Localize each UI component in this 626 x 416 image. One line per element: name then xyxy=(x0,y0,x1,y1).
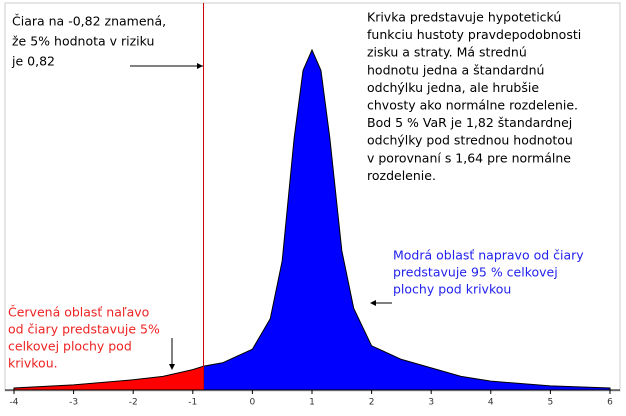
x-tick-label: -1 xyxy=(188,398,197,408)
annotation-text: Modrá oblasť napravo od čiary xyxy=(393,248,584,263)
annotation-text: Bod 5 % VaR je 1,82 štandardnej xyxy=(367,115,572,130)
annotation-text: že 5% hodnota v riziku xyxy=(12,34,154,49)
x-tick-label: 5 xyxy=(548,398,554,408)
x-tick-label: 3 xyxy=(428,398,434,408)
area xyxy=(203,48,611,391)
annotation-text: je 0,82 xyxy=(11,54,55,69)
annotation-text: chvosty ako normálne rozdelenie. xyxy=(367,98,578,113)
x-tick-label: -2 xyxy=(129,398,138,408)
arrow-head xyxy=(197,63,203,69)
annotation-text: od čiary predstavuje 5% xyxy=(8,322,160,337)
annotation-text: zisku a straty. Má strednú xyxy=(367,45,527,60)
annotation-text: funkciu hustoty pravdepodobnosti xyxy=(367,27,581,42)
annotation-text: krivkou. xyxy=(8,356,58,371)
annotation-text: odchýlku jedna, ale hrubšie xyxy=(367,80,539,95)
x-tick-label: -4 xyxy=(10,398,19,408)
annotation-text: predstavuje 95 % celkovej xyxy=(393,265,558,280)
annotation-text: plochy pod krivkou xyxy=(393,282,511,297)
annotation-text: Čiara na -0,82 znamená, xyxy=(12,14,166,29)
annotation-text: odchýlky pod strednou hodnotou xyxy=(367,133,573,148)
annotation-text: Červená oblasť naľavo xyxy=(8,305,149,320)
annotation-text: v porovnaní s 1,64 pre normálne xyxy=(367,150,571,165)
x-tick-label: 2 xyxy=(369,398,375,408)
x-tick-label: 1 xyxy=(309,398,315,408)
arrow-head xyxy=(370,300,376,306)
x-tick-label: 0 xyxy=(250,398,256,408)
annotation-text: rozdelenie. xyxy=(367,168,436,183)
x-tick-label: 4 xyxy=(488,398,494,408)
x-tick-label: 6 xyxy=(607,398,613,408)
arrow-head xyxy=(169,364,175,370)
annotation-text: hodnotu jedna a štandardnú xyxy=(367,62,544,77)
annotation-text: celkovej plochy pod xyxy=(8,339,132,354)
annotation-text: Krivka predstavuje hypotetickú xyxy=(367,10,561,25)
x-tick-label: -3 xyxy=(69,398,78,408)
